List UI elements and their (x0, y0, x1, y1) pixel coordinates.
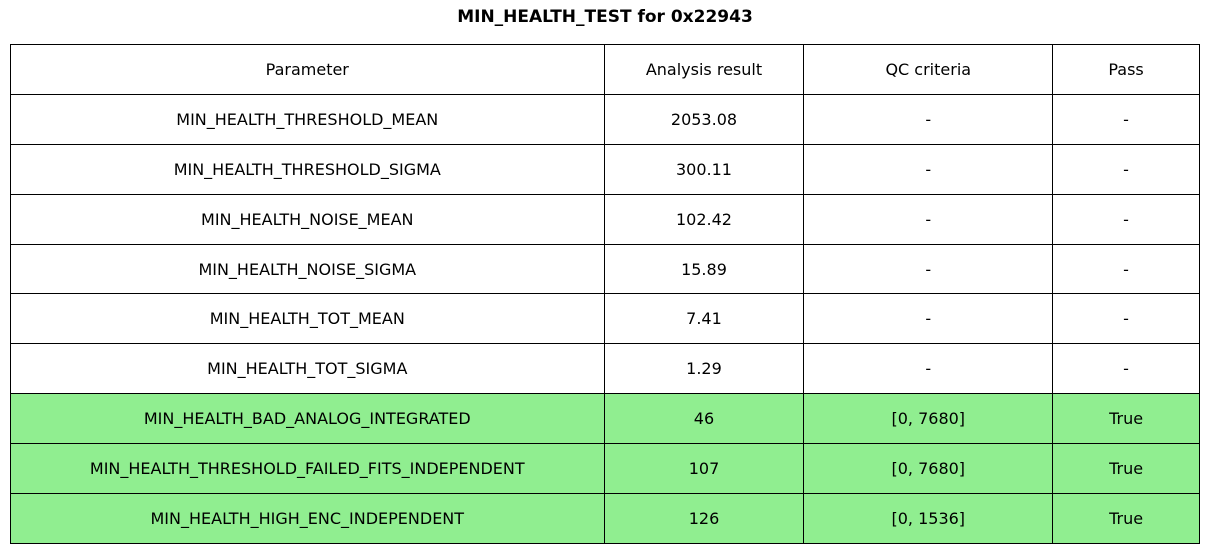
param-cell: MIN_HEALTH_THRESHOLD_FAILED_FITS_INDEPEN… (10, 443, 605, 495)
pass-cell: - (1052, 193, 1200, 245)
qc-cell: [0, 1536] (803, 493, 1054, 544)
table-row-passed: MIN_HEALTH_THRESHOLD_FAILED_FITS_INDEPEN… (10, 443, 1200, 495)
table-row: MIN_HEALTH_TOT_SIGMA 1.29 - - (10, 343, 1200, 395)
param-cell: MIN_HEALTH_THRESHOLD_SIGMA (10, 143, 605, 195)
chart-title: MIN_HEALTH_TEST for 0x22943 (457, 7, 753, 27)
column-header-qc-criteria: QC criteria (803, 44, 1054, 95)
qc-cell: - (803, 243, 1054, 295)
qc-cell: - (803, 93, 1054, 145)
column-header-pass: Pass (1052, 44, 1200, 95)
result-cell: 1.29 (603, 343, 805, 395)
param-cell: MIN_HEALTH_TOT_MEAN (10, 293, 605, 345)
result-cell: 126 (603, 493, 805, 544)
qc-cell: [0, 7680] (803, 393, 1054, 445)
qc-cell: - (803, 343, 1054, 395)
table-row: MIN_HEALTH_TOT_MEAN 7.41 - - (10, 293, 1200, 345)
pass-cell: True (1052, 393, 1200, 445)
qc-results-table: Parameter Analysis result QC criteria Pa… (10, 44, 1200, 544)
param-cell: MIN_HEALTH_NOISE_SIGMA (10, 243, 605, 295)
result-cell: 102.42 (603, 193, 805, 245)
header-row: Parameter Analysis result QC criteria Pa… (10, 44, 1200, 95)
table-row: MIN_HEALTH_NOISE_SIGMA 15.89 - - (10, 243, 1200, 295)
pass-cell: - (1052, 93, 1200, 145)
result-cell: 2053.08 (603, 93, 805, 145)
table-row-passed: MIN_HEALTH_BAD_ANALOG_INTEGRATED 46 [0, … (10, 393, 1200, 445)
param-cell: MIN_HEALTH_NOISE_MEAN (10, 193, 605, 245)
table-row-passed: MIN_HEALTH_HIGH_ENC_INDEPENDENT 126 [0, … (10, 493, 1200, 544)
pass-cell: - (1052, 243, 1200, 295)
qc-cell: [0, 7680] (803, 443, 1054, 495)
param-cell: MIN_HEALTH_THRESHOLD_MEAN (10, 93, 605, 145)
pass-cell: - (1052, 143, 1200, 195)
result-cell: 7.41 (603, 293, 805, 345)
qc-cell: - (803, 293, 1054, 345)
param-cell: MIN_HEALTH_HIGH_ENC_INDEPENDENT (10, 493, 605, 544)
column-header-analysis-result: Analysis result (603, 44, 805, 95)
pass-cell: True (1052, 443, 1200, 495)
result-cell: 15.89 (603, 243, 805, 295)
result-cell: 46 (603, 393, 805, 445)
param-cell: MIN_HEALTH_BAD_ANALOG_INTEGRATED (10, 393, 605, 445)
table-row: MIN_HEALTH_THRESHOLD_SIGMA 300.11 - - (10, 143, 1200, 195)
table-row: MIN_HEALTH_THRESHOLD_MEAN 2053.08 - - (10, 93, 1200, 145)
table-row: MIN_HEALTH_NOISE_MEAN 102.42 - - (10, 193, 1200, 245)
result-cell: 300.11 (603, 143, 805, 195)
qc-cell: - (803, 193, 1054, 245)
pass-cell: - (1052, 343, 1200, 395)
pass-cell: - (1052, 293, 1200, 345)
param-cell: MIN_HEALTH_TOT_SIGMA (10, 343, 605, 395)
pass-cell: True (1052, 493, 1200, 544)
qc-cell: - (803, 143, 1054, 195)
column-header-parameter: Parameter (10, 44, 605, 95)
result-cell: 107 (603, 443, 805, 495)
